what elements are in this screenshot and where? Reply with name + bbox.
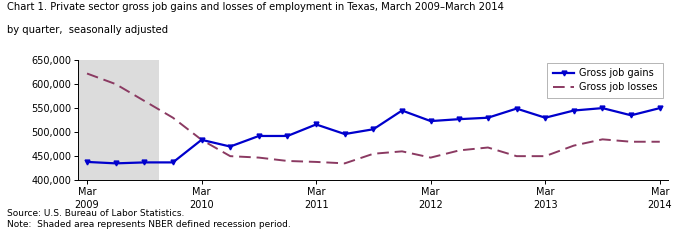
- Gross job gains: [627, 114, 635, 117]
- Gross job gains: [198, 138, 206, 141]
- Gross job gains: [226, 145, 235, 148]
- Gross job gains: [255, 135, 263, 137]
- Gross job gains: [455, 118, 463, 121]
- Gross job losses: [255, 156, 263, 159]
- Gross job gains: [284, 135, 292, 137]
- Gross job losses: [169, 116, 177, 119]
- Gross job gains: [370, 128, 378, 131]
- Gross job losses: [83, 72, 91, 75]
- Gross job losses: [112, 83, 120, 85]
- Gross job losses: [226, 155, 235, 158]
- Gross job gains: [398, 109, 406, 112]
- Gross job losses: [455, 149, 463, 152]
- Gross job losses: [312, 161, 321, 163]
- Gross job losses: [627, 140, 635, 143]
- Gross job losses: [426, 156, 434, 159]
- Gross job gains: [598, 107, 606, 109]
- Text: Source: U.S. Bureau of Labor Statistics.
Note:  Shaded area represents NBER defi: Source: U.S. Bureau of Labor Statistics.…: [7, 209, 291, 229]
- Gross job losses: [598, 138, 606, 141]
- Line: Gross job gains: Gross job gains: [85, 106, 662, 166]
- Gross job losses: [512, 155, 520, 158]
- Gross job losses: [198, 138, 206, 141]
- Gross job gains: [426, 120, 434, 122]
- Gross job losses: [484, 146, 492, 149]
- Text: by quarter,  seasonally adjusted: by quarter, seasonally adjusted: [7, 25, 168, 35]
- Gross job gains: [541, 116, 549, 119]
- Gross job gains: [341, 133, 349, 135]
- Line: Gross job losses: Gross job losses: [87, 73, 659, 163]
- Legend: Gross job gains, Gross job losses: Gross job gains, Gross job losses: [547, 63, 664, 98]
- Gross job gains: [569, 109, 578, 112]
- Gross job losses: [541, 155, 549, 158]
- Gross job gains: [484, 116, 492, 119]
- Gross job gains: [112, 162, 120, 165]
- Gross job gains: [312, 123, 321, 126]
- Gross job losses: [569, 144, 578, 147]
- Gross job gains: [140, 161, 149, 164]
- Gross job gains: [83, 161, 91, 163]
- Gross job losses: [140, 100, 149, 102]
- Gross job gains: [169, 161, 177, 164]
- Gross job losses: [370, 152, 378, 155]
- Gross job losses: [341, 162, 349, 165]
- Gross job gains: [655, 107, 664, 109]
- Gross job losses: [655, 140, 664, 143]
- Bar: [78, 60, 159, 180]
- Gross job losses: [284, 160, 292, 162]
- Text: Chart 1. Private sector gross job gains and losses of employment in Texas, March: Chart 1. Private sector gross job gains …: [7, 2, 504, 12]
- Gross job losses: [398, 150, 406, 153]
- Gross job gains: [512, 107, 520, 110]
